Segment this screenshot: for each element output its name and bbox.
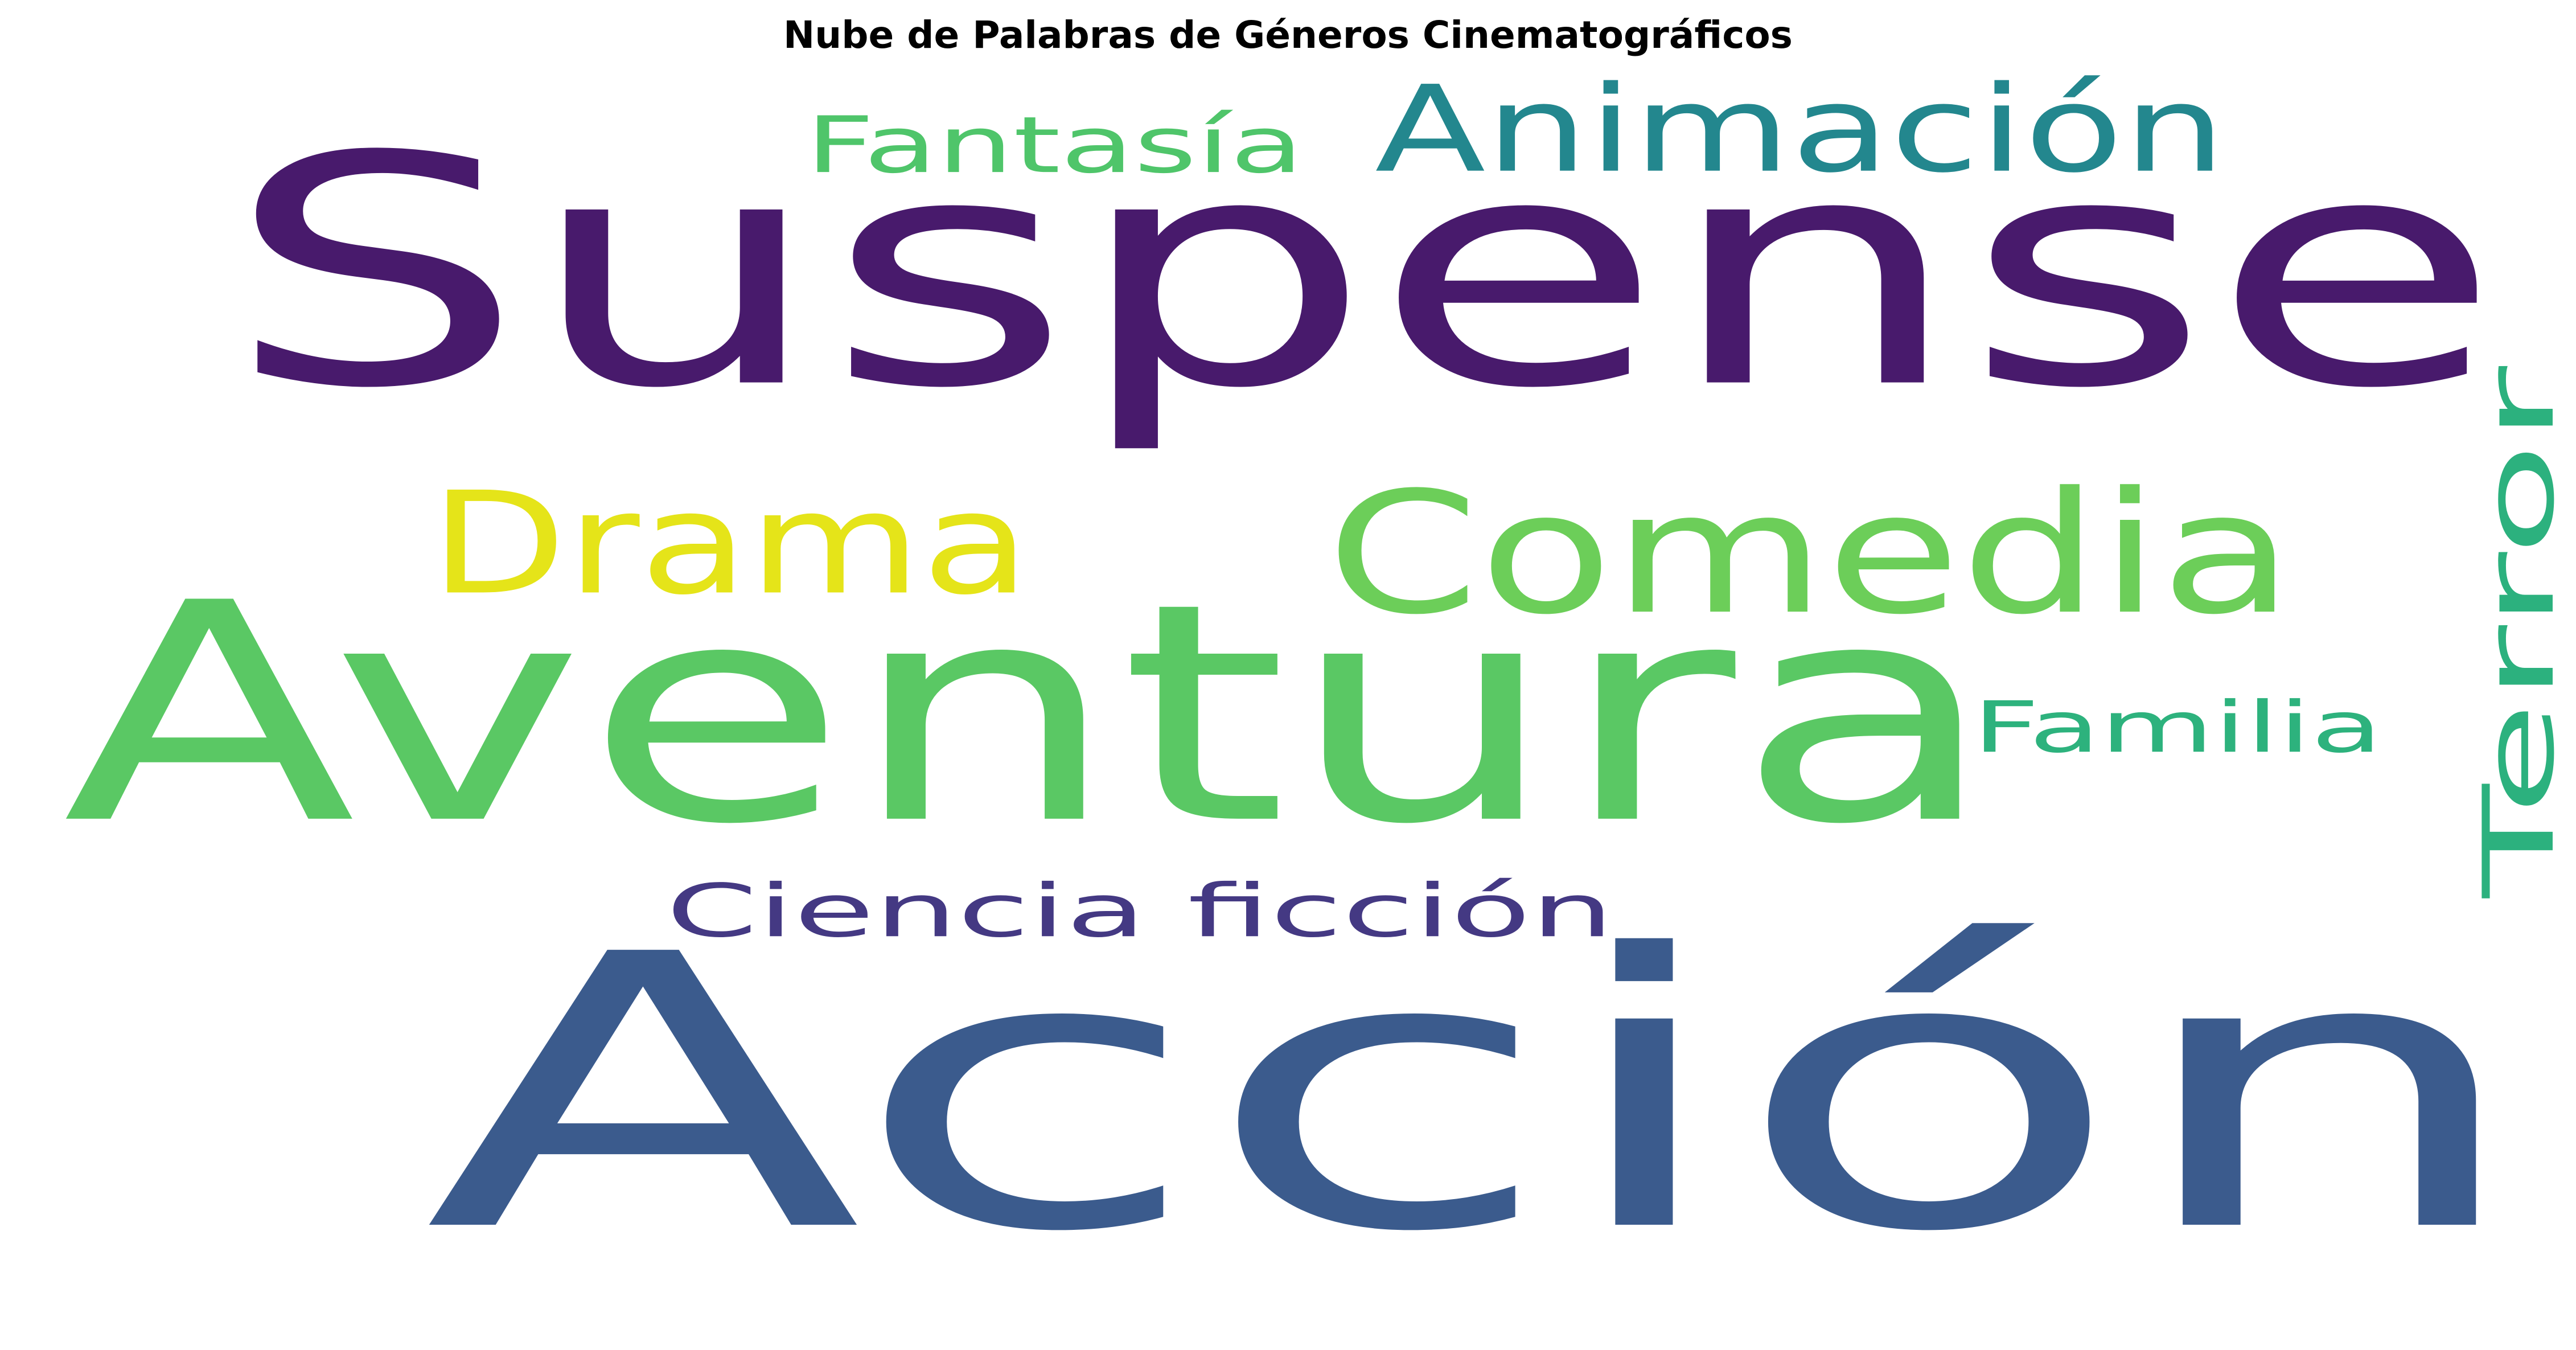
- word-drama: Drama: [430, 462, 1030, 626]
- word-acción: Acción: [424, 875, 2530, 1314]
- word-aventura: Aventura: [63, 539, 1998, 890]
- word-comedia: Comedia: [1326, 456, 2294, 651]
- word-fantasía: Fantasía: [806, 100, 1304, 190]
- word-suspense: Suspense: [225, 89, 2502, 457]
- word-animación: Animación: [1375, 60, 2226, 199]
- chart-title: Nube de Palabras de Géneros Cinematográf…: [783, 13, 1793, 57]
- word-terror: Terror: [2463, 364, 2576, 900]
- word-ciencia-ficción: Ciencia ficción: [666, 868, 1614, 953]
- word-familia: Familia: [1973, 686, 2382, 768]
